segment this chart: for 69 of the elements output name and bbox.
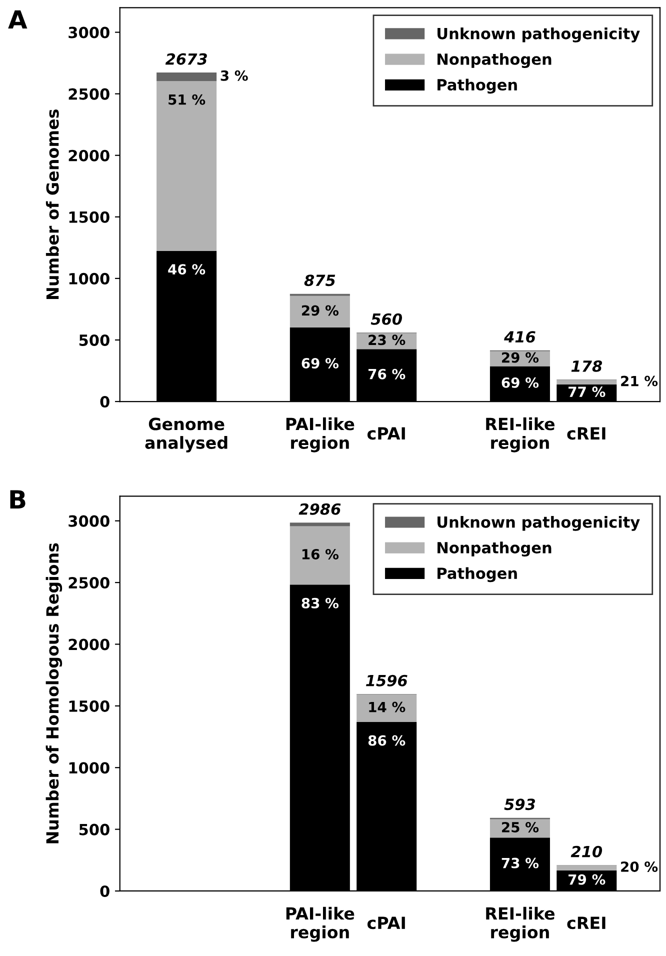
total-label: 2673 [165, 53, 207, 65]
annotation: 29 % [302, 305, 339, 316]
x-tick-label: PAI-like region [286, 906, 354, 942]
annotation: 73 % [502, 858, 539, 868]
total-label: 875 [304, 274, 336, 286]
legend-label: Pathogen [438, 567, 517, 582]
total-label: 593 [504, 798, 536, 810]
bar [356, 694, 417, 722]
x-tick-label: cREI [567, 916, 606, 930]
annotation: 77 % [568, 386, 606, 398]
annotation: 16 % [302, 548, 339, 560]
legend-label: Nonpathogen [438, 542, 552, 557]
total-label: 1596 [366, 674, 408, 686]
y-tick-label: 2000 [68, 150, 110, 162]
y-tick-label: 500 [79, 824, 110, 836]
chart-title: B [10, 490, 26, 508]
bar [156, 81, 217, 251]
legend-label: Pathogen [438, 78, 517, 94]
y-tick-label: 0 [100, 885, 110, 898]
y-tick-label: 2500 [68, 88, 110, 100]
bar [556, 380, 617, 385]
y-tick-label: 3000 [68, 26, 110, 38]
annotation: 51 % [168, 94, 206, 105]
x-tick-label: cPAI [367, 916, 405, 930]
annotation: 83 % [302, 598, 339, 608]
annotation: 29 % [502, 352, 539, 363]
total-label: 210 [570, 846, 602, 858]
legend-label: Unknown pathogenicity [438, 516, 640, 531]
total-label: 416 [504, 331, 536, 343]
bar [156, 72, 217, 82]
x-tick-label: Genome analysed [145, 418, 228, 452]
y-tick-label: 1500 [69, 700, 110, 712]
total-label: 178 [571, 360, 602, 372]
chart-title: A [8, 10, 28, 29]
total-label: 2986 [298, 503, 341, 515]
y-tick-label: 2500 [68, 577, 110, 589]
y-tick-label: 500 [79, 334, 110, 346]
annotation: 46 % [168, 264, 206, 275]
annotation: 86 % [368, 735, 406, 746]
y-tick-label: 1000 [69, 272, 110, 284]
y-tick-label: 0 [100, 396, 110, 408]
x-tick-label: cREI [567, 427, 606, 440]
annotation: 23 % [368, 334, 406, 346]
annotation: 20 % [621, 861, 658, 872]
y-tick-label: 3000 [68, 515, 110, 527]
bar [290, 526, 350, 585]
bar [556, 865, 617, 871]
annotation: 79 % [568, 874, 606, 885]
y-tick-label: 2000 [68, 638, 110, 650]
x-tick-label: REI-like region [486, 906, 555, 942]
y-tick-label: 1000 [69, 762, 110, 774]
annotation: 76 % [368, 368, 406, 380]
bar [290, 296, 350, 328]
bar [290, 522, 350, 526]
x-tick-label: cPAI [367, 427, 405, 440]
annotation: 69 % [502, 377, 539, 388]
legend-label: Unknown pathogenicity [438, 28, 640, 42]
x-tick-label: PAI-like region [286, 417, 354, 452]
annotation: 3 % [220, 70, 248, 81]
y-tick-label: 1500 [69, 211, 110, 223]
y-axis-title: Number of Genomes [46, 109, 59, 299]
annotation: 14 % [369, 702, 406, 712]
y-axis-title: Number of Homologous Regions [46, 543, 62, 844]
annotation: 69 % [302, 358, 339, 368]
legend-label: Nonpathogen [438, 53, 552, 68]
annotation: 25 % [502, 822, 539, 832]
annotation: 21 % [621, 376, 658, 386]
x-tick-label: REI-like region [486, 417, 555, 452]
total-label: 560 [370, 313, 402, 325]
